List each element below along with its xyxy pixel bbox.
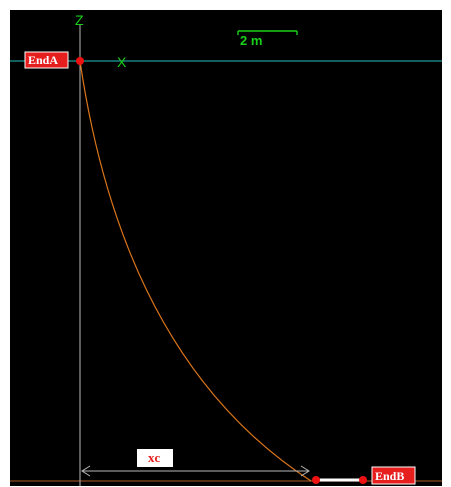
xc-left-arrowhead	[81, 465, 91, 477]
end-a-tag	[24, 51, 69, 69]
end-b-label: EndB	[375, 469, 404, 483]
end-b-tag	[371, 466, 416, 485]
xc-label-box	[137, 449, 173, 467]
touchdown-node[interactable]	[312, 476, 320, 484]
viewport-background	[10, 10, 442, 486]
z-axis-label: Z	[75, 12, 84, 28]
x-axis-label: X	[117, 54, 127, 70]
xc-label: xc	[148, 450, 161, 465]
end-a-node[interactable]	[76, 57, 84, 65]
end-b-node[interactable]	[359, 476, 367, 484]
end-a-label: EndA	[28, 53, 58, 67]
scale-label: 2 m	[240, 33, 262, 48]
catenary-line[interactable]	[79, 60, 312, 482]
xc-right-arrowhead	[300, 465, 310, 477]
